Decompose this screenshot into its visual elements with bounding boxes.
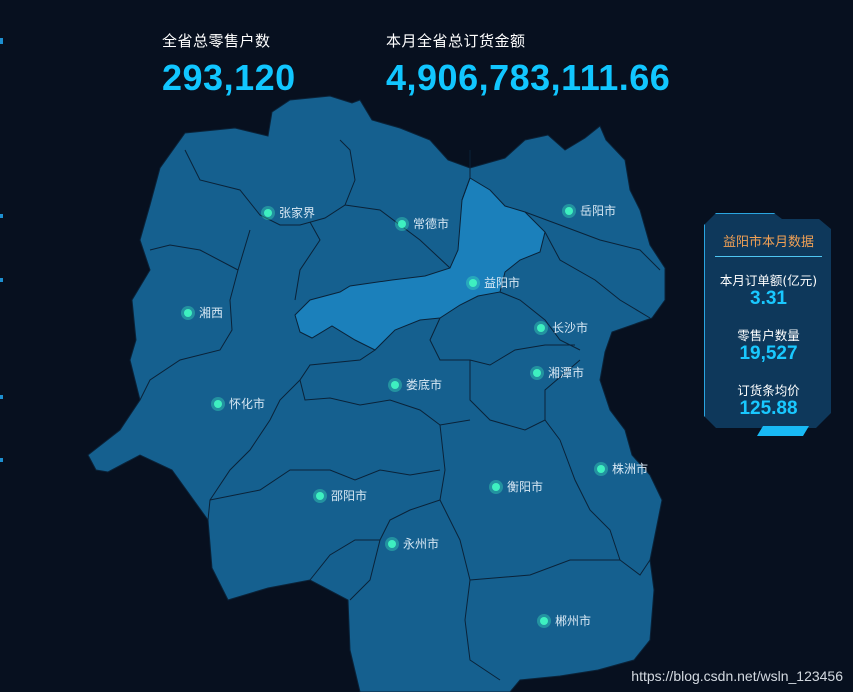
city-marker[interactable]: 怀化市 (211, 396, 265, 411)
avg-price-value: 125.88 (739, 398, 798, 419)
panel-title: 益阳市本月数据 (722, 235, 814, 250)
city-marker[interactable]: 岳阳市 (562, 203, 616, 218)
svg-text:岳阳市: 岳阳市 (580, 203, 616, 218)
svg-text:长沙市: 长沙市 (552, 320, 588, 335)
city-info-panel: 益阳市本月数据 本月订单额(亿元) 3.31 零售户数量 19,527 订货条均… (704, 213, 831, 428)
edge-mark (0, 278, 3, 282)
svg-text:娄底市: 娄底市 (406, 377, 442, 392)
svg-text:郴州市: 郴州市 (555, 613, 591, 628)
region-borders (139, 139, 661, 681)
city-marker[interactable]: 张家界 (261, 205, 315, 220)
edge-mark (0, 214, 3, 218)
city-marker[interactable]: 邵阳市 (313, 488, 367, 503)
svg-text:张家界: 张家界 (279, 205, 315, 220)
retailer-count-value: 19,527 (739, 343, 798, 364)
city-marker[interactable]: 长沙市 (534, 320, 588, 335)
province-outline (87, 95, 666, 692)
svg-text:湘潭市: 湘潭市 (548, 365, 584, 380)
panel-tab (757, 426, 809, 436)
svg-text:衡阳市: 衡阳市 (507, 479, 543, 494)
svg-text:益阳市: 益阳市 (484, 275, 520, 290)
svg-text:永州市: 永州市 (403, 536, 439, 551)
stat-order-amount: 本月全省总订货金额 4,906,783,111.66 (386, 30, 670, 99)
watermark: https://blog.csdn.net/wsln_123456 (631, 668, 843, 684)
city-marker[interactable]: 衡阳市 (489, 479, 543, 494)
city-marker[interactable]: 郴州市 (537, 613, 591, 628)
order-amount-label: 本月订单额(亿元) (719, 273, 818, 288)
avg-price-label: 订货条均价 (737, 383, 800, 398)
stat-retailers-label: 全省总零售户数 (162, 32, 271, 50)
svg-text:常德市: 常德市 (413, 216, 449, 231)
panel-divider (715, 256, 822, 257)
edge-mark (0, 395, 3, 399)
city-marker[interactable]: 娄底市 (388, 377, 442, 392)
region-yiyang[interactable] (294, 177, 546, 351)
city-marker[interactable]: 株洲市 (594, 461, 648, 476)
svg-text:怀化市: 怀化市 (229, 396, 265, 411)
city-marker[interactable]: 常德市 (395, 216, 449, 231)
city-marker[interactable]: 湘西 (181, 305, 223, 320)
city-marker[interactable]: 益阳市 (466, 275, 520, 290)
retailer-count-label: 零售户数量 (737, 328, 800, 343)
stat-order-amount-value: 4,906,783,111.66 (386, 57, 671, 98)
svg-text:湘西: 湘西 (199, 305, 223, 320)
edge-mark (0, 38, 3, 44)
svg-text:株洲市: 株洲市 (612, 461, 648, 476)
order-amount-value: 3.31 (750, 288, 787, 309)
city-marker[interactable]: 永州市 (385, 536, 439, 551)
stat-retailers: 全省总零售户数 293,120 (162, 30, 296, 99)
edge-mark (0, 458, 3, 462)
city-marker[interactable]: 湘潭市 (530, 365, 584, 380)
stat-retailers-value: 293,120 (162, 57, 296, 98)
city-markers[interactable]: 张家界 常德市 岳阳市 湘西 益阳市 长沙市 娄底市 湘潭市 怀化市 株洲市 邵… (181, 203, 648, 628)
svg-text:邵阳市: 邵阳市 (331, 488, 367, 503)
stat-order-amount-label: 本月全省总订货金额 (386, 32, 526, 50)
